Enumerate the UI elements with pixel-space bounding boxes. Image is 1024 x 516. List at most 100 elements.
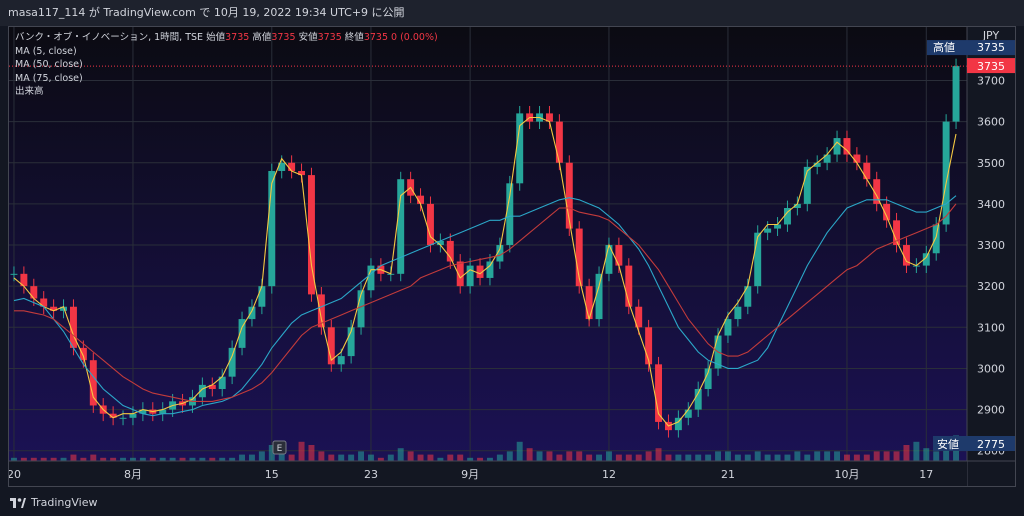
candle bbox=[327, 319, 335, 372]
volume-bar bbox=[30, 457, 37, 461]
candle bbox=[734, 299, 742, 327]
candle-body bbox=[317, 294, 325, 328]
candle bbox=[456, 254, 464, 294]
candle bbox=[218, 369, 226, 397]
legend-ma5[interactable]: MA (5, close) bbox=[15, 45, 77, 57]
time-axis[interactable]: 20 8月 15 23 9月 12 21 10月 17 bbox=[9, 468, 933, 481]
candle bbox=[823, 147, 831, 171]
price-tick-label: 2900 bbox=[977, 404, 1005, 417]
legend-ma50[interactable]: MA (50, close) bbox=[15, 59, 83, 70]
volume-bar bbox=[129, 457, 136, 461]
candle-body bbox=[456, 261, 464, 287]
volume-bar bbox=[120, 457, 127, 461]
candle-body bbox=[833, 138, 841, 155]
candle-body bbox=[129, 413, 137, 418]
chart-legend: バンク・オブ・イノベーション, 1時間, TSE 始値3735 高値3735 安… bbox=[15, 31, 438, 99]
candle bbox=[565, 155, 573, 236]
candle-body bbox=[446, 240, 454, 262]
legend-volume[interactable]: 出来高 bbox=[15, 86, 44, 97]
time-tick-label: 23 bbox=[364, 468, 378, 481]
volume-bar bbox=[625, 454, 632, 461]
low-value: 3735 bbox=[317, 32, 342, 43]
earnings-marker[interactable]: E bbox=[272, 440, 287, 455]
candle-body bbox=[506, 183, 514, 246]
chart-pane[interactable]: JPY 3700 3600 3500 3400 3300 3200 3100 3000 2900 2… bbox=[8, 26, 1016, 487]
high-tag bbox=[927, 40, 1015, 56]
candle bbox=[69, 299, 77, 356]
grid-lines bbox=[9, 27, 967, 461]
volume-bar bbox=[655, 448, 662, 461]
volume-bar bbox=[288, 454, 295, 461]
volume-bar bbox=[605, 451, 612, 461]
candle bbox=[516, 105, 524, 191]
volume-bar bbox=[705, 454, 712, 461]
volume-bar bbox=[496, 454, 503, 461]
volume-bar bbox=[675, 454, 682, 461]
candle bbox=[109, 406, 117, 426]
candle-body bbox=[40, 298, 48, 307]
volume-bar bbox=[923, 448, 930, 461]
volume-bar bbox=[834, 451, 841, 461]
candle-body bbox=[595, 273, 603, 320]
volume-bar bbox=[50, 457, 57, 461]
earnings-marker-label: E bbox=[277, 444, 283, 454]
volume-bar bbox=[308, 445, 315, 461]
candle bbox=[635, 299, 643, 335]
volume-bar bbox=[913, 441, 920, 461]
candle bbox=[417, 188, 425, 212]
tradingview-logo[interactable]: TradingView bbox=[10, 490, 97, 516]
candle bbox=[942, 114, 950, 232]
volume-bar bbox=[764, 454, 771, 461]
volume-bar bbox=[477, 457, 484, 461]
volume-bar bbox=[863, 454, 870, 461]
candle bbox=[655, 356, 663, 430]
candle-body bbox=[823, 154, 831, 163]
candle-body bbox=[198, 384, 206, 398]
volume-bar bbox=[110, 457, 117, 461]
symbol-name[interactable]: バンク・オブ・イノベーション, 1時間, TSE bbox=[15, 32, 204, 43]
time-tick-label: 20 bbox=[9, 468, 21, 481]
candle bbox=[902, 237, 910, 274]
close-label: 終値 bbox=[344, 32, 364, 43]
time-tick-label: 8月 bbox=[124, 468, 142, 481]
volume-bar bbox=[536, 451, 543, 461]
price-axis[interactable]: JPY 3700 3600 3500 3400 3300 3200 3100 3000 2900 2… bbox=[927, 29, 1015, 458]
candle bbox=[952, 58, 960, 130]
candle bbox=[307, 167, 315, 302]
candle-body bbox=[357, 290, 365, 328]
volume-bar bbox=[427, 454, 434, 461]
candle bbox=[40, 291, 48, 315]
volume-bar bbox=[933, 451, 940, 461]
volume-bar bbox=[715, 451, 722, 461]
candle bbox=[139, 402, 147, 422]
volume-bar bbox=[774, 454, 781, 461]
candle bbox=[317, 286, 325, 335]
candle bbox=[853, 147, 861, 171]
volume-bar bbox=[883, 451, 890, 461]
candle-body bbox=[79, 347, 87, 361]
price-chart[interactable]: JPY 3700 3600 3500 3400 3300 3200 3100 3000 2900 2… bbox=[9, 27, 1015, 486]
volume-bar bbox=[467, 457, 474, 461]
candle-body bbox=[774, 224, 782, 229]
volume-bar bbox=[387, 454, 394, 461]
legend-ma75[interactable]: MA (75, close) bbox=[15, 72, 83, 84]
price-tick-label: 3400 bbox=[977, 198, 1005, 211]
volume-bar bbox=[873, 451, 880, 461]
high-value: 3735 bbox=[271, 32, 296, 43]
volume-bar bbox=[516, 441, 523, 461]
candle-body bbox=[853, 154, 861, 163]
volume-bar bbox=[397, 448, 404, 461]
volume-bar bbox=[754, 451, 761, 461]
candle bbox=[754, 225, 762, 294]
volume-bar bbox=[149, 457, 156, 461]
volume-bar bbox=[199, 457, 206, 461]
price-tick-label: 3600 bbox=[977, 116, 1005, 129]
candle-body bbox=[20, 273, 28, 287]
volume-bar bbox=[70, 454, 77, 461]
candles bbox=[10, 58, 960, 438]
candle bbox=[30, 278, 38, 306]
candle bbox=[50, 299, 58, 319]
volume-bar bbox=[40, 457, 47, 461]
volume-bar bbox=[556, 454, 563, 461]
candle-body bbox=[347, 327, 355, 357]
